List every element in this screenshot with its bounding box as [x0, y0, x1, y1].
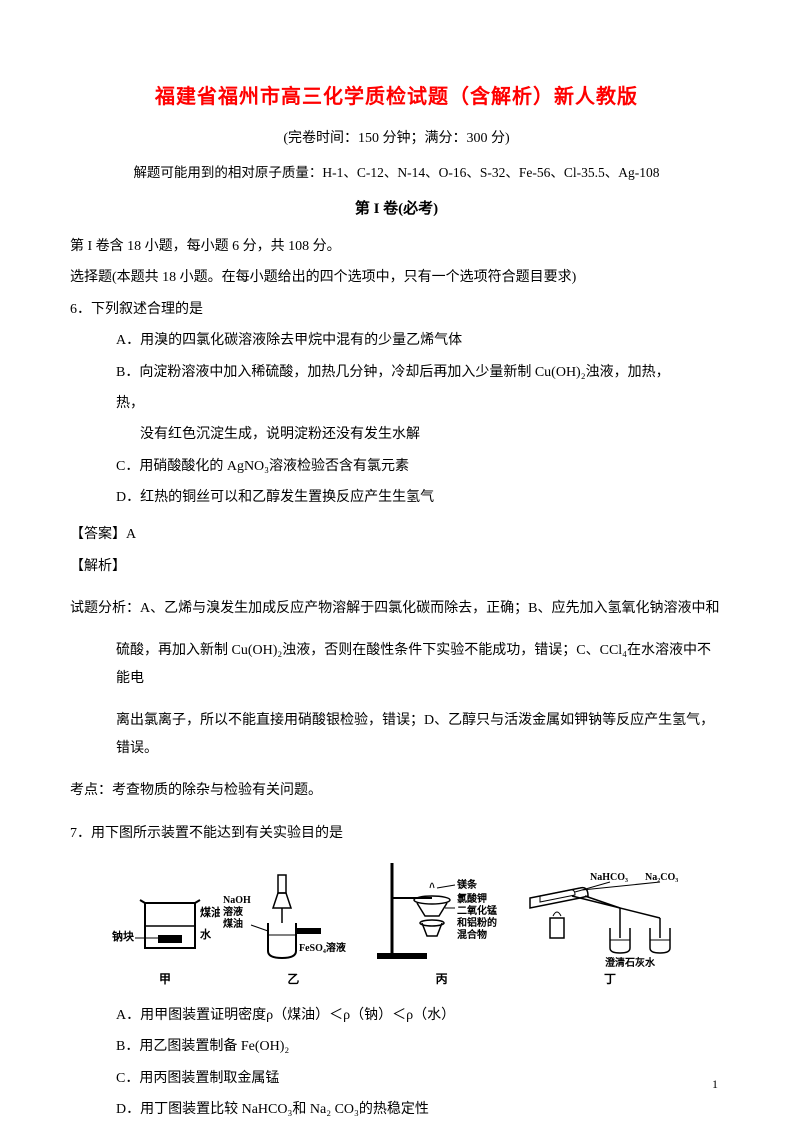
page-number: 1 — [712, 1077, 718, 1092]
atomic-masses: 解题可能用到的相对原子质量：H-1、C-12、N-14、O-16、S-32、Fe… — [70, 161, 723, 181]
svg-text:NaOH: NaOH — [223, 895, 251, 906]
answer-label: 【答案】A — [70, 521, 723, 549]
svg-text:水: 水 — [200, 927, 212, 941]
stand-crucible-icon: 镁条 氯酸钾 二氧化锰 和铝粉的 混合物 — [367, 858, 517, 968]
q6-option-d: D．红热的铜丝可以和乙醇发生置换反应产生生氢气 — [70, 483, 723, 512]
dropper-flask-icon: NaOH 溶液 煤油 FeSO₄溶液 — [223, 873, 363, 968]
svg-text:FeSO₄溶液: FeSO₄溶液 — [299, 941, 346, 954]
q7-stem: 7．用下图所示装置不能达到有关实验目的是 — [70, 819, 723, 848]
svg-text:镁条: 镁条 — [457, 878, 478, 891]
q6-stem: 6．下列叙述合理的是 — [70, 295, 723, 324]
figure-c: 镁条 氯酸钾 二氧化锰 和铝粉的 混合物 丙 — [367, 858, 517, 987]
figure-a: 钠块 煤油 水 甲 — [110, 888, 220, 987]
q6-option-b-cont: 热， — [70, 389, 723, 418]
figure-b: NaOH 溶液 煤油 FeSO₄溶液 乙 — [223, 873, 363, 987]
analysis-line-2: 硫酸，再加入新制 Cu(OH)₂浊液，否则在酸性条件下实验不能成功，错误；C、C… — [70, 637, 723, 693]
svg-text:煤油: 煤油 — [223, 917, 243, 930]
q6-option-b-cont2: 没有红色沉淀生成，说明淀粉还没有发生水解 — [70, 420, 723, 449]
figure-d-label: 丁 — [520, 970, 700, 987]
heating-tubes-icon: NaHCO₃ Na₂CO₃ 澄清石灰水 — [520, 868, 700, 968]
answer-block: 【答案】A 【解析】 试题分析：A、乙烯与溴发生加成反应产物溶解于四氯化碳而除去… — [70, 521, 723, 805]
svg-text:煤油: 煤油 — [200, 905, 220, 919]
intro-line-1: 第 I 卷含 18 小题，每小题 6 分，共 108 分。 — [70, 232, 723, 261]
q6-option-a: A．用溴的四氯化碳溶液除去甲烷中混有的少量乙烯气体 — [70, 326, 723, 355]
q7-option-a: A．用甲图装置证明密度ρ（煤油）＜ρ（钠）＜ρ（水） — [70, 1001, 723, 1030]
analysis-label: 【解析】 — [70, 553, 723, 581]
svg-text:钠块: 钠块 — [112, 929, 135, 943]
svg-text:二氧化锰: 二氧化锰 — [457, 904, 497, 917]
section-header: 第 I 卷(必考) — [70, 197, 723, 218]
analysis-line-1: 试题分析：A、乙烯与溴发生加成反应产物溶解于四氯化碳而除去，正确；B、应先加入氢… — [70, 595, 723, 623]
figure-d: NaHCO₃ Na₂CO₃ 澄清石灰水 丁 — [520, 868, 700, 987]
svg-text:氯酸钾: 氯酸钾 — [457, 892, 487, 905]
svg-text:和铝粉的: 和铝粉的 — [456, 916, 497, 929]
kaodian: 考点：考查物质的除杂与检验有关问题。 — [70, 777, 723, 805]
q7-option-d: D．用丁图装置比较 NaHCO₃和 Na₂ CO₃的热稳定性 — [70, 1095, 723, 1124]
figure-c-label: 丙 — [367, 970, 517, 987]
figure-a-label: 甲 — [110, 970, 220, 987]
svg-text:Na₂CO₃: Na₂CO₃ — [645, 872, 678, 883]
svg-text:澄清石灰水: 澄清石灰水 — [605, 956, 656, 968]
svg-text:混合物: 混合物 — [457, 928, 487, 941]
figure-b-label: 乙 — [223, 970, 363, 987]
q6-option-b: B．向淀粉溶液中加入稀硫酸，加热几分钟，冷却后再加入少量新制 Cu(OH)₂浊液… — [70, 358, 723, 387]
analysis-line-3: 离出氯离子，所以不能直接用硝酸银检验，错误；D、乙醇只与活泼金属如钾钠等反应产生… — [70, 707, 723, 763]
q7-option-b: B．用乙图装置制备 Fe(OH)₂ — [70, 1032, 723, 1061]
q7-option-c: C．用丙图装置制取金属锰 — [70, 1064, 723, 1093]
q6-option-c: C．用硝酸酸化的 AgNO₃溶液检验否含有氯元素 — [70, 452, 723, 481]
doc-title: 福建省福州市高三化学质检试题（含解析）新人教版 — [70, 80, 723, 109]
intro-line-2: 选择题(本题共 18 小题。在每小题给出的四个选项中，只有一个选项符合题目要求) — [70, 263, 723, 292]
figure-row: 钠块 煤油 水 甲 NaOH 溶液 煤油 FeSO₄溶液 乙 — [110, 858, 700, 987]
beaker-sodium-icon: 钠块 煤油 水 — [110, 888, 220, 968]
doc-subtitle: (完卷时间：150 分钟；满分：300 分) — [70, 127, 723, 147]
svg-text:NaHCO₃: NaHCO₃ — [590, 872, 628, 883]
svg-text:溶液: 溶液 — [223, 905, 243, 918]
exam-page: 福建省福州市高三化学质检试题（含解析）新人教版 (完卷时间：150 分钟；满分：… — [0, 0, 793, 1122]
